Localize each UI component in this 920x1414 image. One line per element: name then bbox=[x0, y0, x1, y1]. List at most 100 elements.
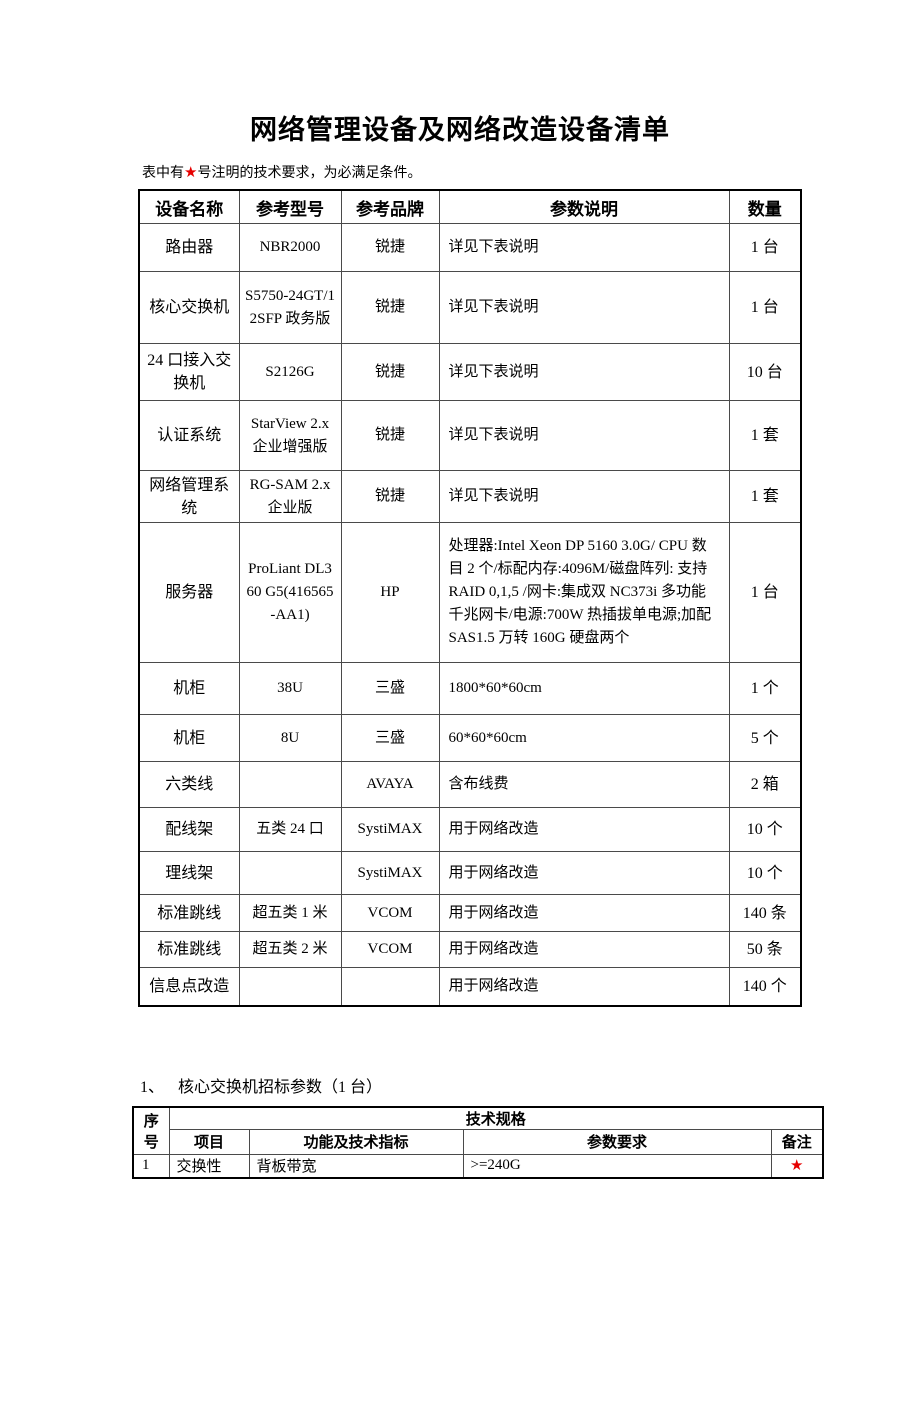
device-name-cell: 机柜 bbox=[138, 662, 240, 715]
equipment-row: 路由器 NBR2000 锐捷 详见下表说明 1 台 bbox=[138, 223, 802, 272]
equipment-row: 核心交换机 S5750-24GT/12SFP 政务版 锐捷 详见下表说明 1 台 bbox=[138, 271, 802, 344]
equipment-row: 24 口接入交换机 S2126G 锐捷 详见下表说明 10 台 bbox=[138, 343, 802, 401]
section-heading: 1、 核心交换机招标参数（1 台） bbox=[140, 1077, 920, 1099]
equipment-header-row: 设备名称 参考型号 参考品牌 参数说明 数量 bbox=[138, 189, 802, 224]
desc-cell: 含布线费 bbox=[438, 761, 730, 808]
device-name-cell: 核心交换机 bbox=[138, 271, 240, 344]
model-cell: RG-SAM 2.x 企业版 bbox=[238, 470, 342, 523]
device-name-cell: 配线架 bbox=[138, 807, 240, 852]
desc-cell: 详见下表说明 bbox=[438, 271, 730, 344]
equipment-row: 网络管理系统 RG-SAM 2.x 企业版 锐捷 详见下表说明 1 套 bbox=[138, 470, 802, 523]
equipment-row: 机柜 38U 三盛 1800*60*60cm 1 个 bbox=[138, 662, 802, 715]
section-number: 1、 bbox=[140, 1078, 165, 1096]
model-cell: 超五类 2 米 bbox=[238, 931, 342, 968]
qty-cell: 1 台 bbox=[728, 271, 802, 344]
header-indicator: 功能及技术指标 bbox=[248, 1128, 464, 1155]
equipment-row: 配线架 五类 24 口 SystiMAX 用于网络改造 10 个 bbox=[138, 807, 802, 852]
header-requirement: 参数要求 bbox=[462, 1128, 772, 1155]
qty-cell: 140 个 bbox=[728, 967, 802, 1006]
brand-cell: HP bbox=[340, 522, 440, 663]
device-name-cell: 六类线 bbox=[138, 761, 240, 808]
model-cell: NBR2000 bbox=[238, 223, 342, 272]
desc-cell: 详见下表说明 bbox=[438, 223, 730, 272]
desc-cell: 60*60*60cm bbox=[438, 714, 730, 762]
header-item: 项目 bbox=[168, 1128, 250, 1155]
brand-cell: 三盛 bbox=[340, 662, 440, 715]
note-suffix: 号注明的技术要求，为必满足条件。 bbox=[197, 166, 422, 181]
model-cell: 五类 24 口 bbox=[238, 807, 342, 852]
equipment-row: 标准跳线 超五类 1 米 VCOM 用于网络改造 140 条 bbox=[138, 894, 802, 932]
device-name-cell: 认证系统 bbox=[138, 400, 240, 471]
page-title: 网络管理设备及网络改造设备清单 bbox=[250, 115, 670, 145]
model-cell: StarView 2.x 企业增强版 bbox=[238, 400, 342, 471]
equipment-row: 机柜 8U 三盛 60*60*60cm 5 个 bbox=[138, 714, 802, 762]
device-name-cell: 服务器 bbox=[138, 522, 240, 663]
spec-table: 序号 技术规格 项目 功能及技术指标 参数要求 备注 1 交换性 背板带宽 >=… bbox=[132, 1105, 825, 1179]
requirement-cell: >=240G bbox=[462, 1153, 772, 1179]
qty-cell: 140 条 bbox=[728, 894, 802, 932]
model-cell: 38U bbox=[238, 662, 342, 715]
device-name-cell: 24 口接入交换机 bbox=[138, 343, 240, 401]
brand-cell: VCOM bbox=[340, 931, 440, 968]
brand-cell: 三盛 bbox=[340, 714, 440, 762]
brand-cell: 锐捷 bbox=[340, 223, 440, 272]
qty-cell: 50 条 bbox=[728, 931, 802, 968]
header-serial: 序号 bbox=[132, 1106, 170, 1155]
model-cell: 超五类 1 米 bbox=[238, 894, 342, 932]
header-quantity: 数量 bbox=[728, 189, 802, 224]
device-name-cell: 网络管理系统 bbox=[138, 470, 240, 523]
device-name-cell: 标准跳线 bbox=[138, 894, 240, 932]
model-cell bbox=[238, 851, 342, 895]
desc-cell: 详见下表说明 bbox=[438, 400, 730, 471]
equipment-table: 设备名称 参考型号 参考品牌 参数说明 数量 路由器 NBR2000 锐捷 详见… bbox=[138, 189, 802, 1007]
header-tech-spec: 技术规格 bbox=[168, 1106, 824, 1130]
brand-cell: VCOM bbox=[340, 894, 440, 932]
model-cell: ProLiant DL360 G5(416565-AA1) bbox=[238, 522, 342, 663]
spec-row: 1 交换性 背板带宽 >=240G ★ bbox=[132, 1153, 824, 1179]
header-ref-model: 参考型号 bbox=[238, 189, 342, 224]
qty-cell: 1 台 bbox=[728, 223, 802, 272]
header-device-name: 设备名称 bbox=[138, 189, 240, 224]
qty-cell: 1 套 bbox=[728, 470, 802, 523]
desc-cell: 用于网络改造 bbox=[438, 894, 730, 932]
desc-cell: 详见下表说明 bbox=[438, 343, 730, 401]
desc-cell: 用于网络改造 bbox=[438, 851, 730, 895]
device-name-cell: 路由器 bbox=[138, 223, 240, 272]
note-prefix: 表中有 bbox=[142, 166, 184, 181]
qty-cell: 1 个 bbox=[728, 662, 802, 715]
equipment-row: 信息点改造 用于网络改造 140 个 bbox=[138, 967, 802, 1006]
item-cell: 交换性 bbox=[168, 1153, 250, 1179]
qty-cell: 5 个 bbox=[728, 714, 802, 762]
equipment-row: 六类线 AVAYA 含布线费 2 箱 bbox=[138, 761, 802, 808]
header-param-desc: 参数说明 bbox=[438, 189, 730, 224]
qty-cell: 1 台 bbox=[728, 522, 802, 663]
brand-cell: SystiMAX bbox=[340, 851, 440, 895]
brand-cell: AVAYA bbox=[340, 761, 440, 808]
equipment-row: 服务器 ProLiant DL360 G5(416565-AA1) HP 处理器… bbox=[138, 522, 802, 663]
model-cell bbox=[238, 761, 342, 808]
section-title: 核心交换机招标参数（1 台） bbox=[178, 1078, 383, 1096]
model-cell: 8U bbox=[238, 714, 342, 762]
qty-cell: 10 个 bbox=[728, 851, 802, 895]
header-remark: 备注 bbox=[770, 1128, 824, 1155]
device-name-cell: 机柜 bbox=[138, 714, 240, 762]
qty-cell: 10 台 bbox=[728, 343, 802, 401]
model-cell: S5750-24GT/12SFP 政务版 bbox=[238, 271, 342, 344]
device-name-cell: 标准跳线 bbox=[138, 931, 240, 968]
desc-cell: 用于网络改造 bbox=[438, 807, 730, 852]
qty-cell: 10 个 bbox=[728, 807, 802, 852]
equipment-row: 理线架 SystiMAX 用于网络改造 10 个 bbox=[138, 851, 802, 895]
equipment-row: 标准跳线 超五类 2 米 VCOM 用于网络改造 50 条 bbox=[138, 931, 802, 968]
spec-header-row-2: 项目 功能及技术指标 参数要求 备注 bbox=[133, 1128, 824, 1155]
model-cell bbox=[238, 967, 342, 1006]
desc-cell: 用于网络改造 bbox=[438, 967, 730, 1006]
spec-header-row-1: 序号 技术规格 bbox=[132, 1106, 824, 1155]
brand-cell bbox=[340, 967, 440, 1006]
device-name-cell: 信息点改造 bbox=[138, 967, 240, 1006]
serial-cell: 1 bbox=[132, 1153, 170, 1179]
indicator-cell: 背板带宽 bbox=[248, 1153, 464, 1179]
desc-cell: 1800*60*60cm bbox=[438, 662, 730, 715]
brand-cell: 锐捷 bbox=[340, 271, 440, 344]
brand-cell: 锐捷 bbox=[340, 470, 440, 523]
equipment-row: 认证系统 StarView 2.x 企业增强版 锐捷 详见下表说明 1 套 bbox=[138, 400, 802, 471]
